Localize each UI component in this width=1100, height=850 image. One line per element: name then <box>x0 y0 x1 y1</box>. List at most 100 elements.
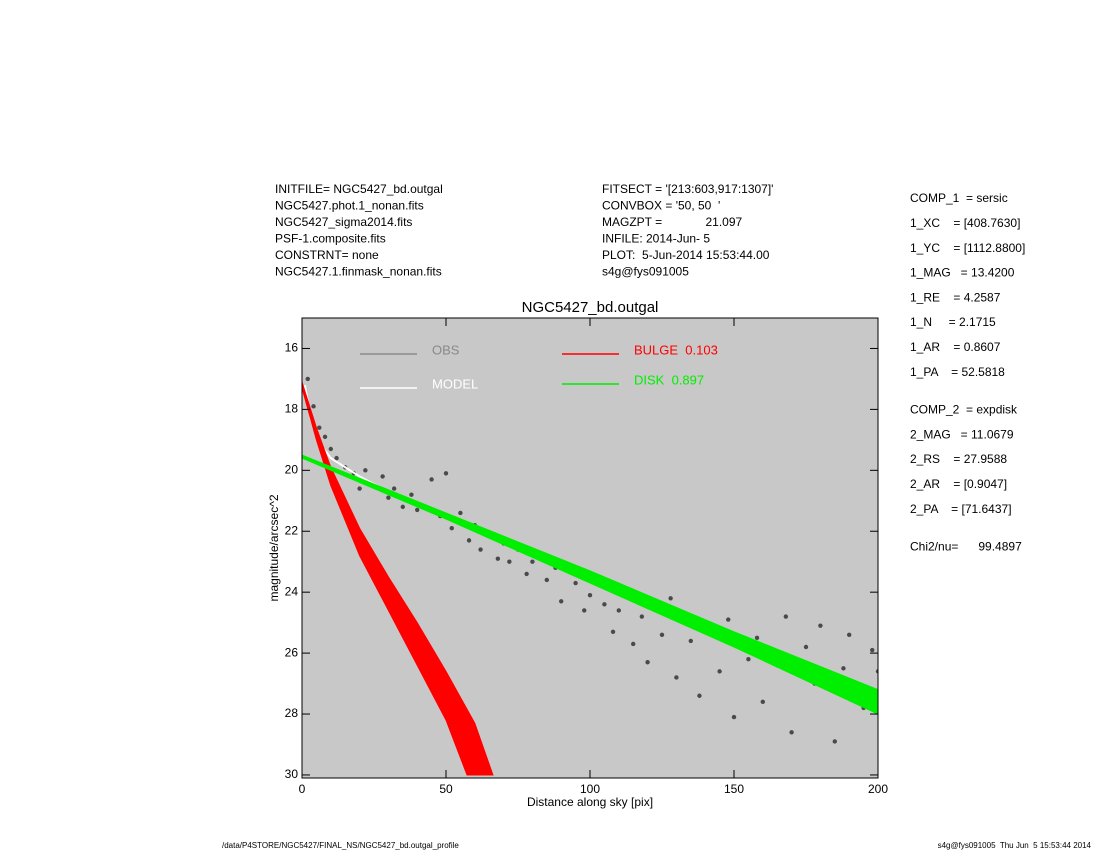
obs-point <box>783 614 789 619</box>
x-tick-label: 50 <box>439 782 453 796</box>
plot-background <box>302 318 878 778</box>
obs-point <box>631 641 636 647</box>
obs-point <box>870 647 875 653</box>
header-left-line: NGC5427_sigma2014.fits <box>275 215 412 229</box>
y-tick-label: 16 <box>285 341 299 355</box>
footer-path: /data/P4STORE/NGC5427/FINAL_NS/NGC5427_b… <box>222 841 459 850</box>
footer-stamp: s4g@fys091005 Thu Jun 5 15:53:44 2014 <box>938 841 1092 850</box>
x-tick-label: 0 <box>299 782 306 796</box>
fit-parameter: 1_XC = [408.7630] <box>910 216 1020 230</box>
header-left-line: PSF-1.composite.fits <box>275 232 386 246</box>
obs-point <box>688 638 693 644</box>
obs-point <box>832 739 837 744</box>
obs-point <box>507 559 512 564</box>
obs-point <box>311 404 316 409</box>
x-tick-label: 200 <box>868 782 888 796</box>
fit-parameter: 2_RS = 27.9588 <box>910 452 1007 466</box>
obs-point <box>328 446 333 452</box>
fit-parameter: 2_AR = [0.9047] <box>910 477 1007 491</box>
obs-point <box>415 507 420 513</box>
fit-parameter: COMP_1 = sersic <box>910 191 1008 205</box>
obs-point <box>458 510 463 516</box>
y-tick-label: 18 <box>285 402 299 416</box>
fit-parameter: 1_YC = [1112.8800] <box>910 241 1025 255</box>
obs-point <box>544 577 549 583</box>
header-middle-line: FITSECT = '[213:603,917:1307]' <box>602 182 773 196</box>
header-middle-line: MAGZPT = 21.097 <box>602 215 742 229</box>
model-band <box>302 381 494 776</box>
obs-point <box>317 425 322 430</box>
legend-label: MODEL <box>432 376 478 391</box>
obs-point <box>357 486 362 491</box>
obs-point <box>466 538 472 543</box>
model-band <box>302 454 878 715</box>
obs-point <box>478 547 483 552</box>
obs-point <box>322 434 328 440</box>
obs-point <box>602 602 607 607</box>
obs-point <box>559 599 564 604</box>
obs-point <box>668 596 673 601</box>
y-tick-label: 28 <box>285 706 299 720</box>
header-middle-line: CONVBOX = '50, 50 ' <box>602 199 720 213</box>
obs-point <box>616 608 621 613</box>
obs-point <box>363 468 368 473</box>
obs-point <box>754 635 760 641</box>
obs-point <box>443 471 449 476</box>
obs-point <box>386 495 391 500</box>
obs-point <box>674 675 679 680</box>
y-tick-label: 22 <box>285 523 299 537</box>
y-tick-label: 30 <box>285 767 299 781</box>
fit-parameter: 1_MAG = 13.4200 <box>910 266 1015 280</box>
obs-point <box>400 504 405 510</box>
header-left-line: INITFILE= NGC5427_bd.outgal <box>275 182 443 196</box>
obs-point <box>803 644 809 650</box>
obs-point <box>639 614 645 619</box>
y-tick-label: 26 <box>285 645 299 659</box>
obs-point <box>789 730 794 735</box>
plot-data <box>302 376 878 776</box>
obs-point <box>697 693 702 698</box>
obs-point <box>380 474 385 479</box>
y-tick-label: 24 <box>285 584 299 598</box>
obs-point <box>429 477 434 482</box>
obs-point <box>305 376 310 382</box>
fit-parameter: 2_MAG = 11.0679 <box>910 427 1014 441</box>
obs-point <box>717 669 722 674</box>
chart-title: NGC5427_bd.outgal <box>522 299 659 316</box>
fit-parameter: 2_PA = [71.6437] <box>910 502 1012 516</box>
x-axis-label: Distance along sky [pix] <box>527 795 653 809</box>
x-tick-label: 100 <box>580 782 600 796</box>
obs-point <box>573 580 578 586</box>
fit-parameter: 1_AR = 0.8607 <box>910 340 1001 354</box>
header-left-line: NGC5427.1.finmask_nonan.fits <box>275 265 442 279</box>
obs-point <box>875 669 878 674</box>
fit-parameter: 1_RE = 4.2587 <box>910 290 1001 304</box>
fit-parameter: 1_N = 2.1715 <box>910 315 996 329</box>
obs-point <box>449 525 454 531</box>
legend-label: DISK 0.897 <box>634 372 704 387</box>
obs-point <box>726 617 731 622</box>
obs-point <box>746 656 751 662</box>
header-left-line: CONSTRNT= none <box>275 248 379 262</box>
y-tick-label: 20 <box>285 462 299 476</box>
obs-point <box>847 632 852 638</box>
header-middle-line: INFILE: 2014-Jun- 5 <box>602 232 710 246</box>
x-tick-label: 150 <box>724 782 744 796</box>
obs-point <box>760 699 765 705</box>
legend-label: OBS <box>432 342 460 357</box>
fit-parameter: COMP_2 = expdisk <box>910 403 1018 417</box>
obs-point <box>334 455 339 461</box>
obs-point <box>645 660 650 665</box>
header-middle-line: s4g@fys091005 <box>602 265 689 279</box>
obs-point <box>659 632 665 638</box>
obs-point <box>818 623 823 628</box>
y-axis-label: magnitude/arcsec^2 <box>267 494 281 601</box>
obs-point <box>530 559 535 564</box>
header-left-line: NGC5427.phot.1_nonan.fits <box>275 199 424 213</box>
obs-point <box>582 608 587 613</box>
legend-label: BULGE 0.103 <box>634 342 718 357</box>
fit-parameter: Chi2/nu= 99.4897 <box>910 540 1022 554</box>
obs-point <box>495 556 501 561</box>
obs-point <box>841 666 846 671</box>
